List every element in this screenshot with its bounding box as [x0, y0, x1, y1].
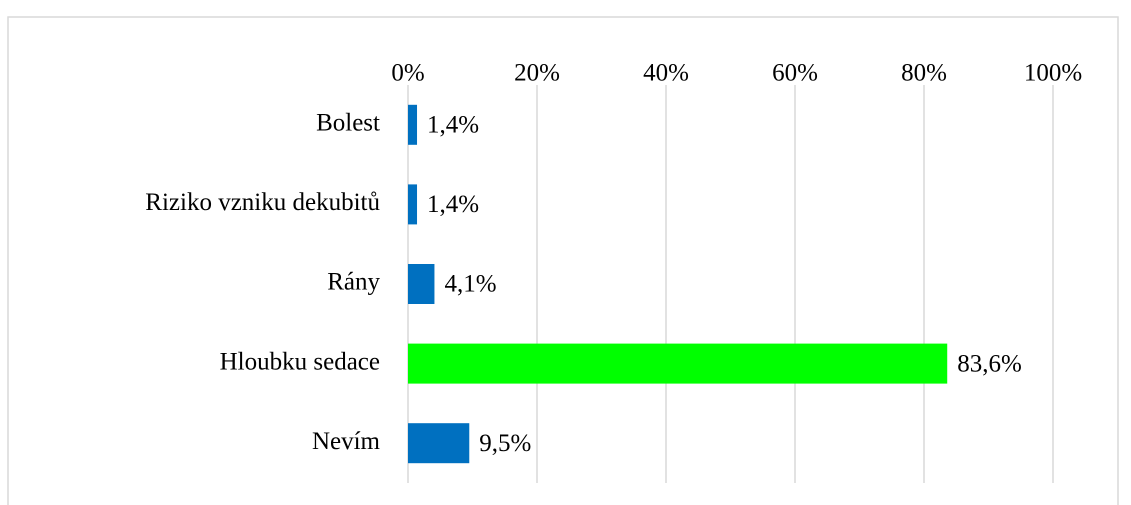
- data-label: 4,1%: [444, 271, 496, 298]
- y-tick-label: Nevím: [312, 428, 381, 455]
- y-tick-label: Bolest: [316, 110, 380, 137]
- chart-border: [7, 16, 1119, 505]
- y-tick-label: Riziko vzniku dekubitů: [145, 189, 380, 216]
- bar: [408, 423, 470, 464]
- data-label: 1,4%: [427, 191, 479, 218]
- y-tick-label: Hloubku sedace: [220, 348, 380, 375]
- data-label: 1,4%: [427, 112, 479, 139]
- bar: [408, 104, 418, 145]
- y-tick-label: Rány: [327, 269, 380, 296]
- x-tick-label: 40%: [643, 60, 689, 87]
- data-label: 83,6%: [957, 350, 1022, 377]
- x-tick-label: 100%: [1024, 60, 1082, 87]
- x-tick-label: 0%: [391, 60, 424, 87]
- bar: [408, 264, 435, 304]
- bar: [408, 343, 948, 384]
- bar: [408, 184, 418, 225]
- x-tick-label: 60%: [772, 60, 818, 87]
- data-label: 9,5%: [479, 430, 531, 457]
- x-tick-label: 80%: [901, 60, 947, 87]
- x-tick-label: 20%: [514, 60, 560, 87]
